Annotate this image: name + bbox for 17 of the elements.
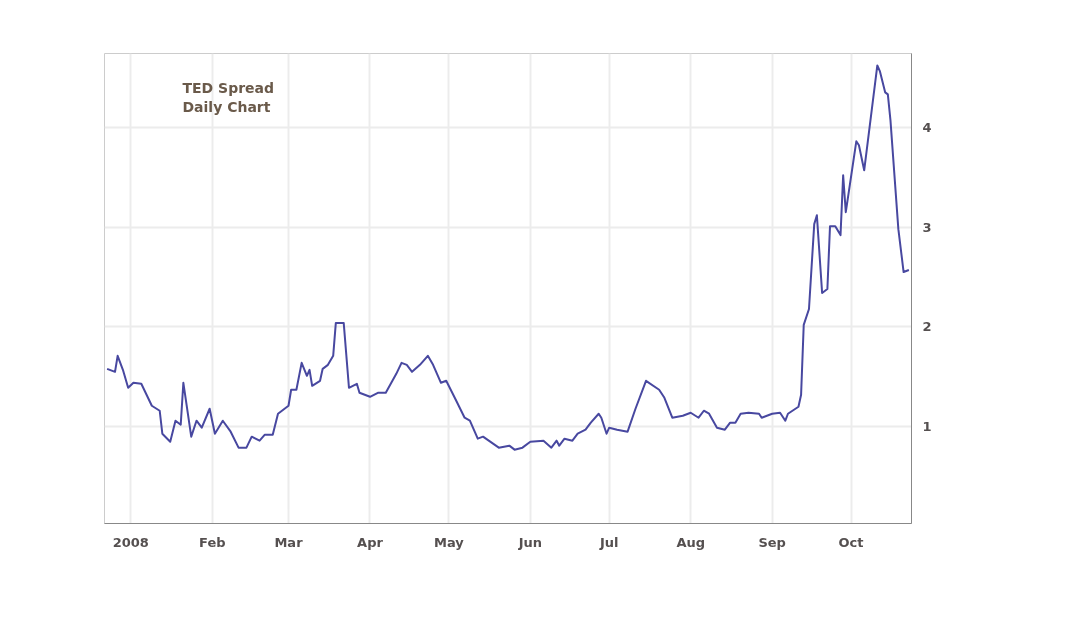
x-tick-label: May xyxy=(433,534,465,550)
text: TED Spread xyxy=(182,79,275,96)
y-tick-label: 1 xyxy=(922,419,932,435)
y-tick-label: 2 xyxy=(922,319,932,335)
x-tick-label: Mar xyxy=(274,534,304,550)
x-tick-label: Oct xyxy=(838,534,864,550)
text: Daily Chart xyxy=(182,98,271,115)
x-tick-label: Sep xyxy=(758,534,786,550)
y-tick-label: 3 xyxy=(922,219,932,235)
x-tick-label: Aug xyxy=(676,534,706,550)
x-tick-label: Jun xyxy=(517,534,543,550)
x-tick-label: Apr xyxy=(357,534,384,550)
line-series xyxy=(106,64,910,451)
x-tick-label: 2008 xyxy=(112,534,149,550)
y-tick-label: 4 xyxy=(922,119,932,135)
x-tick-label: Feb xyxy=(199,534,226,550)
x-tick-label: Jul xyxy=(598,534,619,550)
